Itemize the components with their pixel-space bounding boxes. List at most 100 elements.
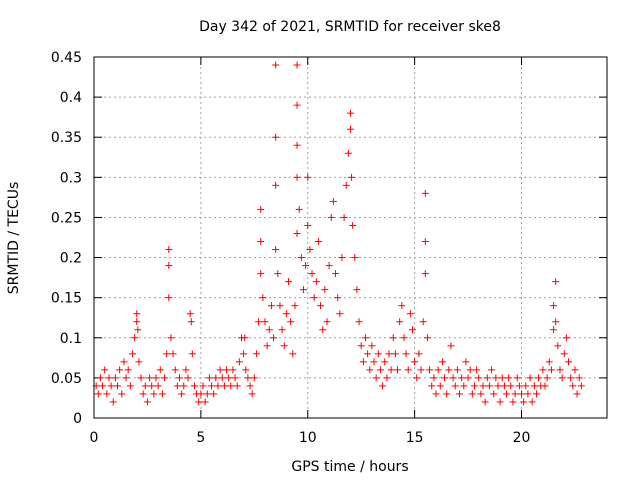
data-point xyxy=(466,366,474,374)
data-point xyxy=(381,358,389,366)
data-point xyxy=(468,390,476,398)
data-point xyxy=(453,366,461,374)
data-point xyxy=(225,374,233,382)
data-point xyxy=(319,326,327,334)
data-point xyxy=(297,254,305,262)
data-point xyxy=(231,374,239,382)
data-point xyxy=(178,390,186,398)
data-point xyxy=(293,229,301,237)
data-point xyxy=(188,350,196,358)
data-point xyxy=(332,270,340,278)
data-point xyxy=(402,350,410,358)
data-point xyxy=(556,366,564,374)
data-point xyxy=(383,374,391,382)
data-point xyxy=(111,374,119,382)
data-point xyxy=(387,366,395,374)
data-point xyxy=(408,326,416,334)
data-point xyxy=(543,374,551,382)
data-point xyxy=(344,149,352,157)
data-point xyxy=(404,366,412,374)
data-point xyxy=(464,374,472,382)
data-point xyxy=(180,382,188,390)
data-point xyxy=(295,205,303,213)
data-point xyxy=(357,342,365,350)
data-point xyxy=(312,278,320,286)
data-point xyxy=(503,390,511,398)
data-point xyxy=(109,398,117,406)
data-point xyxy=(210,390,218,398)
data-point xyxy=(456,390,464,398)
y-tick-label: 0.45 xyxy=(51,50,82,66)
data-point xyxy=(261,318,269,326)
data-point xyxy=(205,374,213,382)
data-point xyxy=(421,189,429,197)
data-point xyxy=(374,350,382,358)
data-point xyxy=(577,382,585,390)
data-point xyxy=(314,238,322,246)
data-point xyxy=(417,366,425,374)
data-point xyxy=(103,390,111,398)
data-point xyxy=(323,318,331,326)
data-point xyxy=(558,374,566,382)
data-point xyxy=(498,374,506,382)
y-tick-label: 0.35 xyxy=(51,130,82,146)
data-point xyxy=(223,366,231,374)
data-point xyxy=(306,246,314,254)
data-point xyxy=(565,358,573,366)
data-point xyxy=(99,382,107,390)
data-point xyxy=(96,374,104,382)
data-point xyxy=(165,262,173,270)
data-point xyxy=(552,318,560,326)
y-tick-label: 0.15 xyxy=(51,291,82,307)
x-tick-label: 20 xyxy=(513,430,531,446)
x-axis-label: GPS time / hours xyxy=(291,459,408,475)
data-point xyxy=(532,390,540,398)
data-point xyxy=(351,254,359,262)
data-point xyxy=(477,390,485,398)
data-point xyxy=(201,398,209,406)
data-points xyxy=(92,61,585,406)
data-point xyxy=(413,374,421,382)
data-point xyxy=(347,125,354,133)
data-point xyxy=(370,358,378,366)
data-point xyxy=(246,382,254,390)
data-point xyxy=(227,382,235,390)
data-point xyxy=(515,382,523,390)
data-point xyxy=(496,398,504,406)
data-point xyxy=(389,334,397,342)
data-point xyxy=(285,278,293,286)
data-point xyxy=(244,374,252,382)
data-point xyxy=(421,270,429,278)
data-point xyxy=(376,366,384,374)
data-point xyxy=(135,358,143,366)
data-point xyxy=(272,181,280,189)
data-point xyxy=(252,350,260,358)
data-point xyxy=(325,262,333,270)
data-point xyxy=(143,398,151,406)
data-point xyxy=(248,390,256,398)
data-point xyxy=(304,173,312,181)
data-point xyxy=(126,382,134,390)
data-point xyxy=(250,374,258,382)
data-point xyxy=(434,366,442,374)
data-point xyxy=(150,390,158,398)
data-point xyxy=(116,366,124,374)
data-point xyxy=(419,318,427,326)
data-point xyxy=(507,382,515,390)
data-point xyxy=(451,382,459,390)
data-point xyxy=(449,374,457,382)
data-point xyxy=(347,109,354,117)
data-point xyxy=(120,358,128,366)
data-point xyxy=(490,390,498,398)
data-point xyxy=(241,334,249,342)
data-point xyxy=(291,302,299,310)
data-point xyxy=(462,358,470,366)
data-point xyxy=(310,294,318,302)
data-point xyxy=(430,374,438,382)
data-point xyxy=(567,374,575,382)
data-point xyxy=(470,382,478,390)
data-point xyxy=(485,382,493,390)
data-point xyxy=(349,221,357,229)
data-point xyxy=(165,246,173,254)
data-point xyxy=(242,366,250,374)
